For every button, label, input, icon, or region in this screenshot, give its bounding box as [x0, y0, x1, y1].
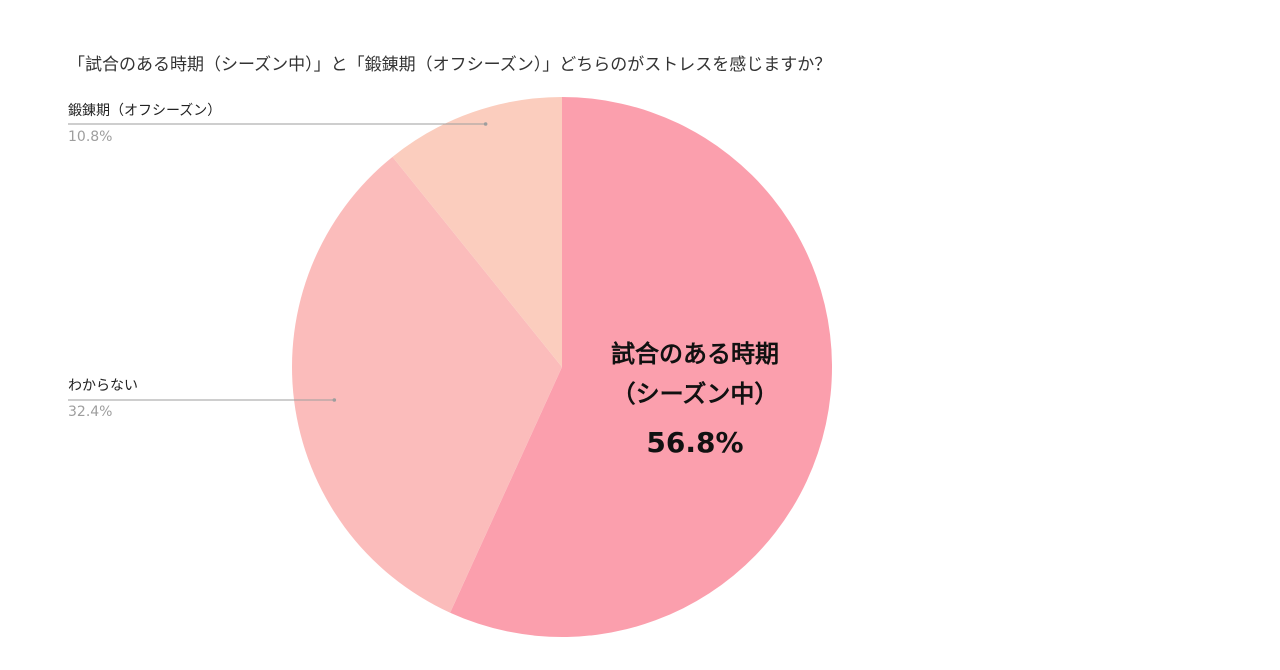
slice-label-1: わからない: [68, 378, 138, 394]
leader-dot-2: [483, 122, 488, 126]
chart-title: 「試合のある時期（シーズン中）」と「鍛錬期（オフシーズン）」どちらのがストレスを…: [68, 55, 832, 75]
pie-labels: 試合のある時期 （シーズン中） 56.8% わからない 32.4% 鍛錬期（オフシーズン）…: [68, 103, 779, 459]
slice-percentage-2: 10.8%: [68, 129, 112, 145]
slice-percentage: 56.8%: [646, 426, 743, 459]
slice-label-line2: （シーズン中）: [612, 380, 779, 408]
slice-label-line1: 試合のある時期: [611, 340, 779, 368]
leader-dot-1: [332, 398, 337, 402]
slice-label-2: 鍛錬期（オフシーズン）: [68, 103, 221, 119]
pie-slice-2: [392, 97, 562, 367]
slice-percentage-1: 32.4%: [68, 404, 112, 420]
pie-slices: [291, 97, 832, 637]
pie-slice-0: [450, 97, 832, 637]
pie-slice-1: [291, 156, 562, 613]
